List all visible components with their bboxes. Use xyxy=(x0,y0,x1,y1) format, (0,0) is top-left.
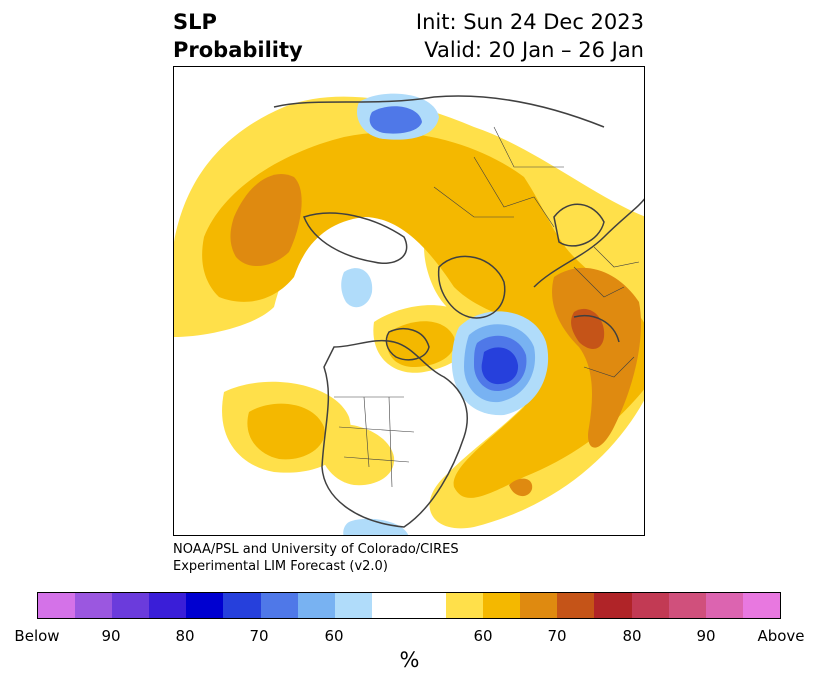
colorbar-segment xyxy=(297,593,335,618)
above-75-europe xyxy=(571,308,605,349)
colorbar-segment xyxy=(557,593,595,618)
credit-line-2: Experimental LIM Forecast (v2.0) xyxy=(173,559,388,574)
iberia-coast xyxy=(573,315,620,343)
above-normal-shading xyxy=(174,96,644,529)
colorbar-segment xyxy=(742,593,780,618)
country-borders xyxy=(334,126,640,488)
colorbar-tick-label: 80 xyxy=(175,627,195,645)
colorbar-tick-label: 70 xyxy=(249,627,269,645)
map-canvas xyxy=(174,93,644,535)
title-field: Probability xyxy=(173,38,303,62)
probability-map xyxy=(173,66,645,536)
colorbar-tick-label: 60 xyxy=(324,627,344,645)
below-75-labrador xyxy=(481,347,519,385)
above-65-eurasia xyxy=(202,132,644,498)
colorbar-segment xyxy=(260,593,298,618)
above-65-hudson xyxy=(386,321,455,367)
title-variable: SLP xyxy=(173,10,217,34)
land-outlines xyxy=(273,95,644,528)
colorbar-segment xyxy=(520,593,558,618)
init-date: Init: Sun 24 Dec 2023 xyxy=(415,10,644,34)
valid-date: Valid: 20 Jan – 26 Jan xyxy=(424,38,644,62)
colorbar-tick-label: 70 xyxy=(547,627,567,645)
colorbar-segment xyxy=(223,593,261,618)
above-65-pacific xyxy=(247,403,325,460)
colorbar-tick-label: 80 xyxy=(622,627,642,645)
below-normal-shading xyxy=(341,93,549,535)
above-70-siberia xyxy=(230,173,302,267)
map-title: SLP Probability xyxy=(173,8,303,64)
colorbar-tick-label: Below xyxy=(14,627,60,645)
colorbar-segment xyxy=(149,593,187,618)
colorbar-segment xyxy=(186,593,224,618)
arctic-islands xyxy=(303,212,408,264)
colorbar-segment xyxy=(483,593,521,618)
scandinavia xyxy=(553,203,605,247)
colorbar-segment xyxy=(594,593,632,618)
colorbar-segment xyxy=(334,593,372,618)
colorbar xyxy=(37,592,781,619)
asia-coast xyxy=(273,95,605,128)
below-60-beaufort xyxy=(341,268,373,308)
forecast-dates: Init: Sun 24 Dec 2023 Valid: 20 Jan – 26… xyxy=(416,8,644,64)
colorbar-segment xyxy=(112,593,150,618)
hudson-bay xyxy=(385,328,430,361)
colorbar-segment xyxy=(38,593,76,618)
greenland-coast xyxy=(437,255,506,319)
below-70-arctic xyxy=(369,106,422,134)
above-60-central-us xyxy=(318,423,395,486)
colorbar-tick-label: 90 xyxy=(696,627,716,645)
above-70-atlantic xyxy=(509,478,533,497)
colorbar-tick-label: 60 xyxy=(473,627,493,645)
below-60-southeast-us xyxy=(343,518,408,535)
europe-coast xyxy=(533,198,644,288)
colorbar-tick-label: 90 xyxy=(101,627,121,645)
credit-line-1: NOAA/PSL and University of Colorado/CIRE… xyxy=(173,542,459,557)
colorbar-tick-label: Above xyxy=(757,627,805,645)
colorbar-segment xyxy=(446,593,484,618)
colorbar-segment xyxy=(371,593,447,618)
data-credit: NOAA/PSL and University of Colorado/CIRE… xyxy=(173,541,459,575)
north-america-coast xyxy=(321,339,468,528)
colorbar-segment xyxy=(705,593,743,618)
colorbar-ticks: Below 90 80 70 60 60 70 80 90 Above xyxy=(0,627,819,647)
colorbar-segment xyxy=(668,593,706,618)
colorbar-label: % xyxy=(399,648,420,672)
colorbar-segment xyxy=(631,593,669,618)
colorbar-segment xyxy=(75,593,113,618)
